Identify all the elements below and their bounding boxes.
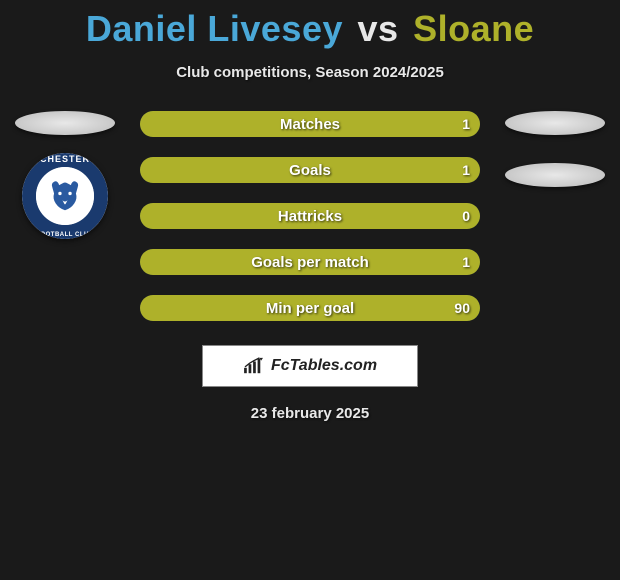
bar-value-right: 1 [462,111,470,137]
player1-club-badge: CHESTER FOOTBALL CLUB [22,153,108,239]
bar-fill-right [140,295,480,321]
stat-bar-row: Goals per match1 [140,249,480,275]
player1-photo-placeholder [15,111,115,135]
badge-inner [36,167,94,225]
stat-bars: Matches1 Goals1 Hattricks0 Goals per match1… [140,111,480,321]
bar-fill-right [140,111,480,137]
content-area: CHESTER FOOTBALL CLUB Matches1 Goals1 Hatt… [0,111,620,422]
left-column: CHESTER FOOTBALL CLUB [5,111,125,239]
right-column [495,111,615,187]
stat-bar-row: Hattricks0 [140,203,480,229]
bar-value-right: 1 [462,249,470,275]
footer-date: 23 february 2025 [0,405,620,422]
comparison-title: Daniel Livesey vs Sloane [0,0,620,50]
player1-name: Daniel Livesey [86,8,343,49]
wolf-icon [44,175,86,217]
stat-bar-row: Goals1 [140,157,480,183]
bar-value-right: 0 [462,203,470,229]
player2-photo-placeholder [505,111,605,135]
vs-text: vs [358,8,399,49]
badge-text-bottom: FOOTBALL CLUB [22,232,108,238]
bar-fill-right [140,157,480,183]
stat-bar-row: Min per goal90 [140,295,480,321]
bar-fill-right [140,249,480,275]
brand-text: FcTables.com [271,357,377,375]
stat-bar-row: Matches1 [140,111,480,137]
player2-club-placeholder [505,163,605,187]
player2-name: Sloane [413,8,534,49]
chart-icon [243,357,265,375]
bar-value-right: 1 [462,157,470,183]
bar-fill-right [140,203,480,229]
subtitle: Club competitions, Season 2024/2025 [0,64,620,81]
bar-value-right: 90 [454,295,470,321]
badge-text-top: CHESTER [22,154,108,164]
brand-box: FcTables.com [202,345,418,387]
